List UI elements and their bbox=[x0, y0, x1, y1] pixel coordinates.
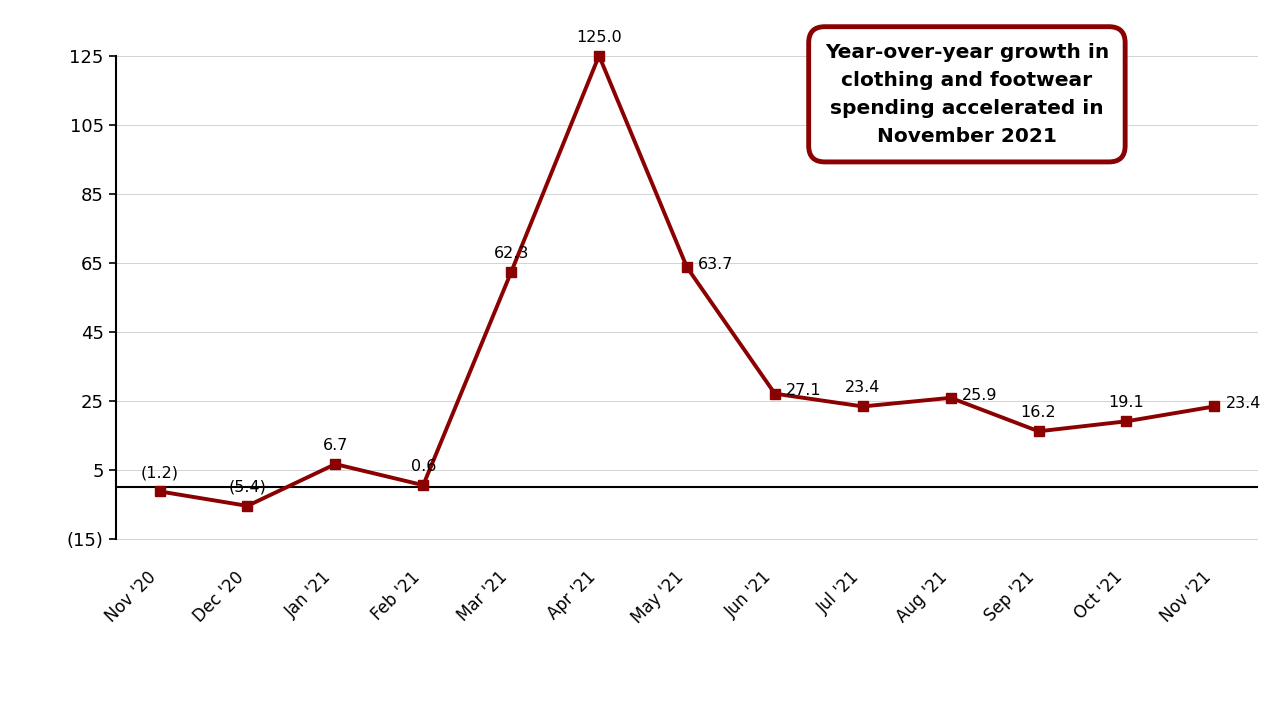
Text: (5.4): (5.4) bbox=[229, 479, 266, 495]
Text: Year-over-year growth in
clothing and footwear
spending accelerated in
November : Year-over-year growth in clothing and fo… bbox=[824, 43, 1109, 146]
Text: 0.6: 0.6 bbox=[411, 459, 435, 474]
Text: 23.4: 23.4 bbox=[1225, 396, 1261, 411]
Text: 63.7: 63.7 bbox=[698, 257, 733, 272]
Text: 23.4: 23.4 bbox=[845, 380, 881, 396]
Text: 16.2: 16.2 bbox=[1021, 406, 1057, 420]
Text: 27.1: 27.1 bbox=[786, 384, 822, 398]
Text: 6.7: 6.7 bbox=[322, 438, 348, 453]
Text: 62.3: 62.3 bbox=[493, 246, 529, 261]
Text: 19.1: 19.1 bbox=[1108, 395, 1144, 410]
Text: 25.9: 25.9 bbox=[962, 387, 998, 403]
Text: 125.0: 125.0 bbox=[577, 30, 621, 44]
Text: (1.2): (1.2) bbox=[140, 465, 178, 480]
